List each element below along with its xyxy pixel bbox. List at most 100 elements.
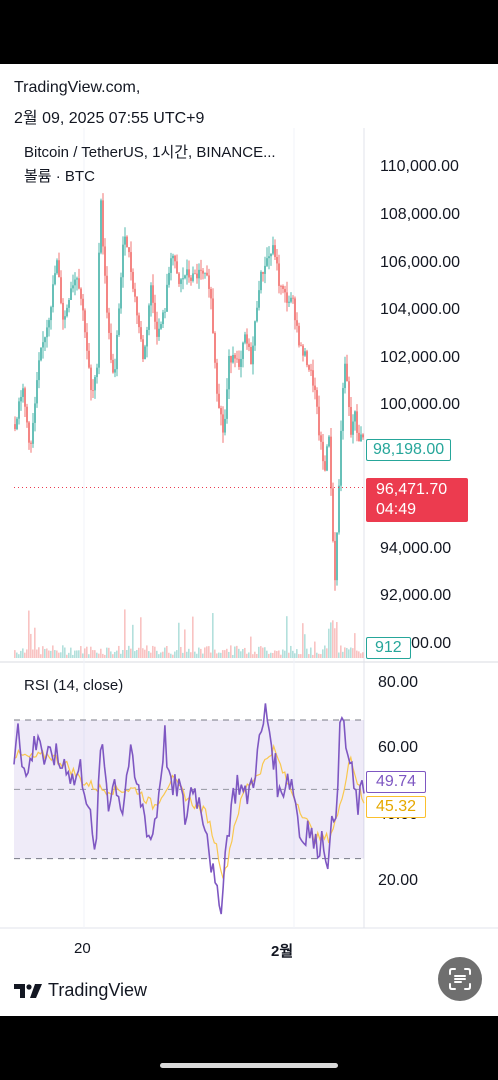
candle-body — [288, 301, 290, 303]
candle-body — [132, 271, 134, 289]
volume-bar — [22, 648, 24, 658]
volume-bar — [170, 653, 172, 658]
volume-bar — [156, 650, 158, 658]
candle-body — [352, 421, 354, 435]
volume-bar — [126, 650, 128, 658]
candle-body — [336, 532, 338, 581]
candle-body — [96, 367, 98, 378]
candle-body — [348, 381, 350, 407]
candle-body — [212, 298, 214, 334]
candle-body — [88, 350, 90, 368]
volume-bar — [104, 654, 106, 658]
volume-bar — [210, 652, 212, 658]
price-tick: 94,000.00 — [378, 540, 454, 558]
candle-body — [228, 355, 230, 390]
candle-body — [36, 380, 38, 404]
volume-bar — [46, 648, 48, 658]
candle-body — [280, 285, 282, 287]
volume-bar — [330, 622, 332, 658]
candle-body — [304, 351, 306, 356]
time-tick: 2월 — [271, 943, 294, 960]
chart-canvas[interactable] — [0, 0, 498, 1016]
volume-bar — [38, 647, 40, 658]
time-tick: 20 — [74, 940, 91, 957]
volume-bar — [182, 652, 184, 658]
tradingview-logo: TradingView — [14, 980, 147, 1001]
rsi-title[interactable]: RSI (14, close) — [24, 677, 124, 694]
text-scan-button[interactable] — [438, 957, 482, 1001]
volume-bar — [64, 647, 66, 658]
candle-body — [260, 271, 262, 291]
status-bar — [0, 0, 498, 64]
volume-bar — [326, 648, 328, 658]
candle-body — [112, 359, 114, 373]
volume-bar — [36, 649, 38, 658]
volume-bar — [114, 651, 116, 658]
candle-body — [362, 434, 364, 438]
volume-bar — [242, 649, 244, 658]
candle-body — [106, 275, 108, 313]
candle-body — [174, 255, 176, 262]
volume-bar — [88, 654, 90, 658]
volume-bar — [70, 647, 72, 658]
volume-bar — [74, 650, 76, 658]
volume-bar — [332, 620, 334, 658]
volume-bar — [264, 647, 266, 658]
candle-body — [186, 269, 188, 276]
volume-indicator-label[interactable]: 볼륨 · BTC — [24, 168, 95, 185]
volume-bar — [136, 649, 138, 658]
price-tick: 92,000.00 — [378, 587, 454, 605]
candle-body — [182, 278, 184, 280]
volume-bar — [56, 650, 58, 658]
candle-body — [220, 408, 222, 415]
logo-text: TradingView — [48, 980, 148, 1000]
candle-body — [318, 406, 320, 436]
volume-bar — [48, 650, 50, 658]
rsi-value-badge: 49.74 — [366, 771, 427, 793]
candle-body — [244, 334, 246, 343]
volume-bar — [226, 648, 228, 658]
volume-bar — [16, 652, 18, 658]
navigation-bar — [0, 1016, 498, 1080]
candle-body — [266, 258, 268, 266]
volume-bar — [148, 651, 150, 658]
candle-body — [328, 436, 330, 447]
volume-bar — [76, 650, 78, 658]
candle-body — [278, 263, 280, 286]
candle-body — [194, 273, 196, 275]
home-indicator[interactable] — [160, 1063, 338, 1068]
volume-badge: 912 — [366, 637, 411, 659]
volume-bar — [194, 651, 196, 658]
candle-body — [20, 396, 22, 402]
candle-body — [150, 285, 152, 306]
candle-body — [180, 279, 182, 284]
scan-text-icon — [449, 968, 471, 990]
candle-body — [354, 411, 356, 422]
candle-body — [98, 252, 100, 368]
candle-body — [50, 307, 52, 321]
volume-bar — [288, 652, 290, 658]
candle-body — [240, 358, 242, 367]
candle-body — [232, 354, 234, 363]
candle-body — [224, 418, 226, 433]
volume-bar — [168, 652, 170, 658]
volume-bar — [214, 649, 216, 658]
volume-bar — [112, 654, 114, 658]
candle-body — [30, 442, 32, 444]
volume-bar — [340, 645, 342, 658]
volume-bar — [218, 652, 220, 658]
candle-body — [308, 365, 310, 370]
price-tick: 106,000.00 — [378, 254, 463, 272]
chart-title[interactable]: Bitcoin / TetherUS, 1시간, BINANCE... — [24, 144, 276, 161]
volume-bar — [314, 641, 316, 658]
candle-body — [218, 393, 220, 409]
volume-bar — [310, 647, 312, 658]
candle-body — [122, 244, 124, 278]
candle-body — [130, 252, 132, 272]
candle-body — [204, 272, 206, 274]
volume-bar — [50, 650, 52, 658]
volume-bar — [244, 647, 246, 658]
candle-body — [192, 273, 194, 281]
candle-body — [270, 253, 272, 257]
volume-bar — [164, 647, 166, 658]
